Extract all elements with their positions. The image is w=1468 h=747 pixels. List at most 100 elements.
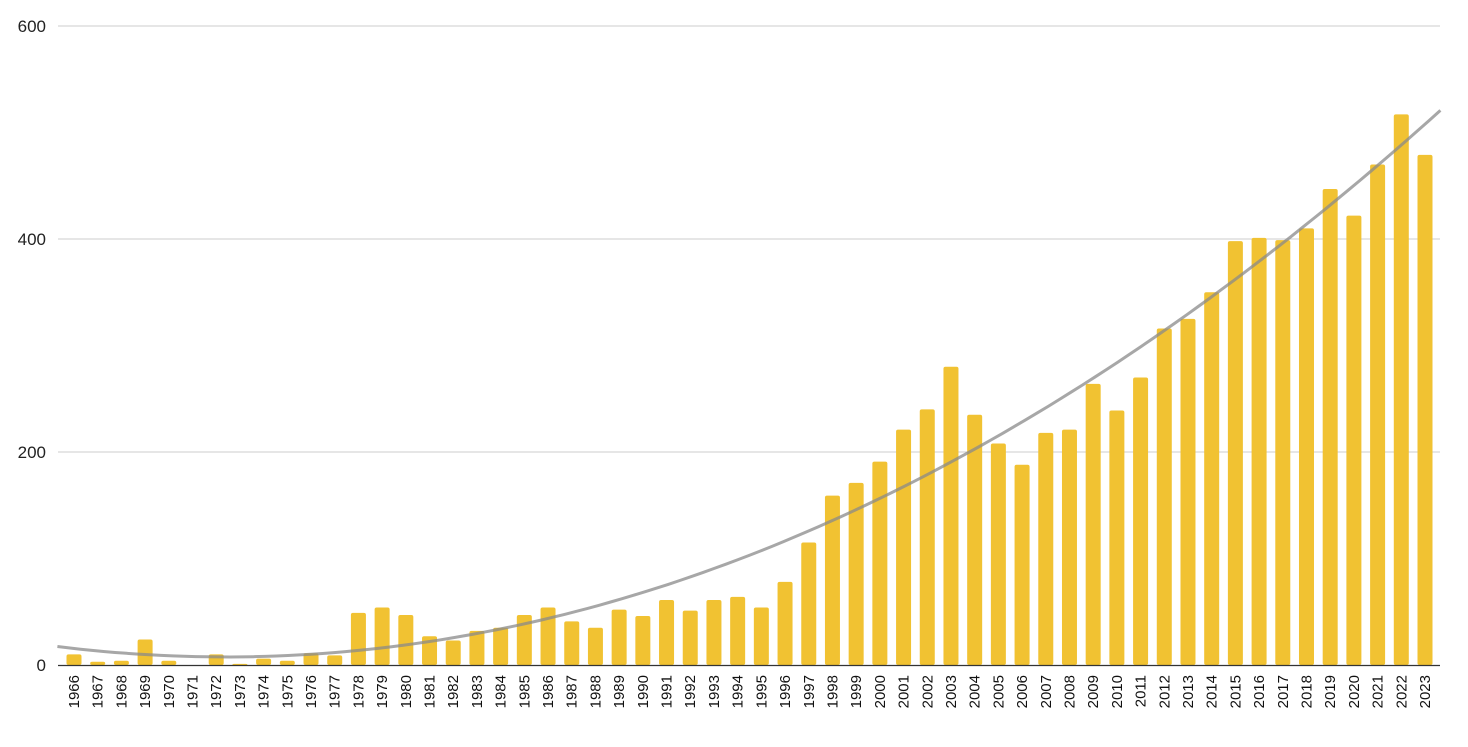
x-tick-label: 1968 — [113, 675, 130, 708]
bar-2014 — [1204, 292, 1220, 665]
bar-1988 — [587, 627, 603, 665]
bar-1999 — [848, 482, 864, 665]
y-tick-label: 400 — [18, 230, 46, 249]
x-tick-label: 1977 — [327, 675, 344, 708]
bar-2007 — [1038, 432, 1054, 665]
x-tick-label: 1969 — [137, 675, 154, 708]
x-tick-label: 1975 — [279, 675, 296, 708]
x-tick-label: 2008 — [1061, 675, 1078, 708]
bars — [66, 114, 1433, 666]
x-tick-label: 1981 — [422, 675, 439, 708]
x-tick-label: 1993 — [706, 675, 723, 708]
x-tick-label: 1988 — [587, 675, 604, 708]
x-tick-label: 1994 — [730, 675, 747, 708]
x-tick-label: 2000 — [872, 675, 889, 708]
bar-1997 — [801, 542, 817, 665]
bar-2001 — [896, 429, 912, 665]
bar-2008 — [1061, 429, 1077, 665]
bar-2023 — [1417, 154, 1433, 666]
x-tick-label: 2015 — [1227, 675, 1244, 708]
bar-1983 — [469, 630, 485, 665]
x-tick-label: 2004 — [967, 675, 984, 708]
x-tick-label: 2017 — [1275, 675, 1292, 708]
bar-1990 — [635, 616, 651, 665]
bar-2000 — [872, 461, 888, 665]
x-tick-label: 2006 — [1014, 675, 1031, 708]
x-tick-label: 1983 — [469, 675, 486, 708]
x-tick-label: 1987 — [564, 675, 581, 708]
y-tick-label: 0 — [37, 656, 46, 675]
bar-2002 — [919, 409, 935, 665]
bar-2011 — [1133, 377, 1149, 665]
x-tick-label: 1986 — [540, 675, 557, 708]
x-tick-label: 1997 — [801, 675, 818, 708]
x-tick-label: 2002 — [919, 675, 936, 708]
bar-2006 — [1014, 464, 1030, 665]
bar-2009 — [1085, 383, 1101, 665]
x-tick-label: 2010 — [1109, 675, 1126, 708]
bar-2021 — [1370, 164, 1386, 665]
x-tick-label: 2012 — [1156, 675, 1173, 708]
bar-1980 — [398, 614, 414, 665]
bar-1991 — [659, 600, 675, 665]
bar-2005 — [990, 443, 1006, 665]
x-tick-label: 1990 — [635, 675, 652, 708]
bar-1976 — [303, 653, 319, 665]
bar-2018 — [1298, 228, 1314, 665]
x-tick-label: 2001 — [896, 675, 913, 708]
bar-1994 — [730, 596, 746, 665]
x-tick-label: 1970 — [161, 675, 178, 708]
x-tick-label: 1982 — [445, 675, 462, 708]
bar-1967 — [90, 661, 106, 665]
x-tick-label: 2014 — [1204, 675, 1221, 708]
bar-1992 — [682, 610, 698, 665]
x-tick-label: 2005 — [990, 675, 1007, 708]
bar-1966 — [66, 654, 82, 665]
bar-1975 — [279, 660, 295, 665]
bar-2004 — [967, 414, 983, 665]
x-tick-label: 2023 — [1417, 675, 1434, 708]
x-tick-label: 2003 — [943, 675, 960, 708]
x-tick-label: 1998 — [824, 675, 841, 708]
bar-2017 — [1275, 240, 1291, 665]
bar-1989 — [611, 609, 627, 665]
bar-2012 — [1156, 328, 1172, 665]
x-tick-label: 2022 — [1393, 675, 1410, 708]
x-tick-label: 2020 — [1346, 675, 1363, 708]
x-tick-label: 1985 — [516, 675, 533, 708]
bar-1982 — [445, 640, 461, 665]
y-axis-ticks: 0 200 400 600 — [18, 17, 46, 675]
x-tick-label: 2011 — [1133, 675, 1150, 707]
bar-2019 — [1322, 188, 1338, 665]
x-tick-label: 1974 — [256, 675, 273, 708]
bar-1969 — [137, 639, 153, 665]
bar-2022 — [1393, 114, 1409, 665]
x-tick-label: 2013 — [1180, 675, 1197, 708]
bar-1979 — [374, 607, 390, 665]
x-tick-label: 1996 — [777, 675, 794, 708]
x-tick-label: 2007 — [1038, 675, 1055, 708]
x-tick-label: 1991 — [659, 675, 676, 708]
bar-1987 — [564, 621, 580, 665]
bar-1977 — [327, 655, 343, 665]
bar-1970 — [161, 660, 177, 665]
x-tick-label: 2018 — [1298, 675, 1315, 708]
x-tick-label: 1995 — [753, 675, 770, 708]
x-tick-label: 1984 — [493, 675, 510, 708]
bar-1985 — [516, 614, 532, 665]
trendline — [57, 109, 1442, 659]
y-tick-label: 200 — [18, 443, 46, 462]
x-tick-label: 1992 — [682, 675, 699, 708]
bar-1973 — [232, 663, 248, 665]
bar-2003 — [943, 366, 959, 665]
x-tick-label: 1971 — [185, 675, 202, 708]
x-tick-label: 2021 — [1370, 675, 1387, 708]
bar-1995 — [753, 607, 769, 665]
x-tick-label: 1966 — [66, 675, 83, 708]
bar-2016 — [1251, 237, 1267, 665]
bar-1974 — [256, 658, 272, 665]
x-tick-label: 1978 — [350, 675, 367, 708]
bar-1996 — [777, 581, 793, 665]
bar-1998 — [824, 495, 840, 665]
